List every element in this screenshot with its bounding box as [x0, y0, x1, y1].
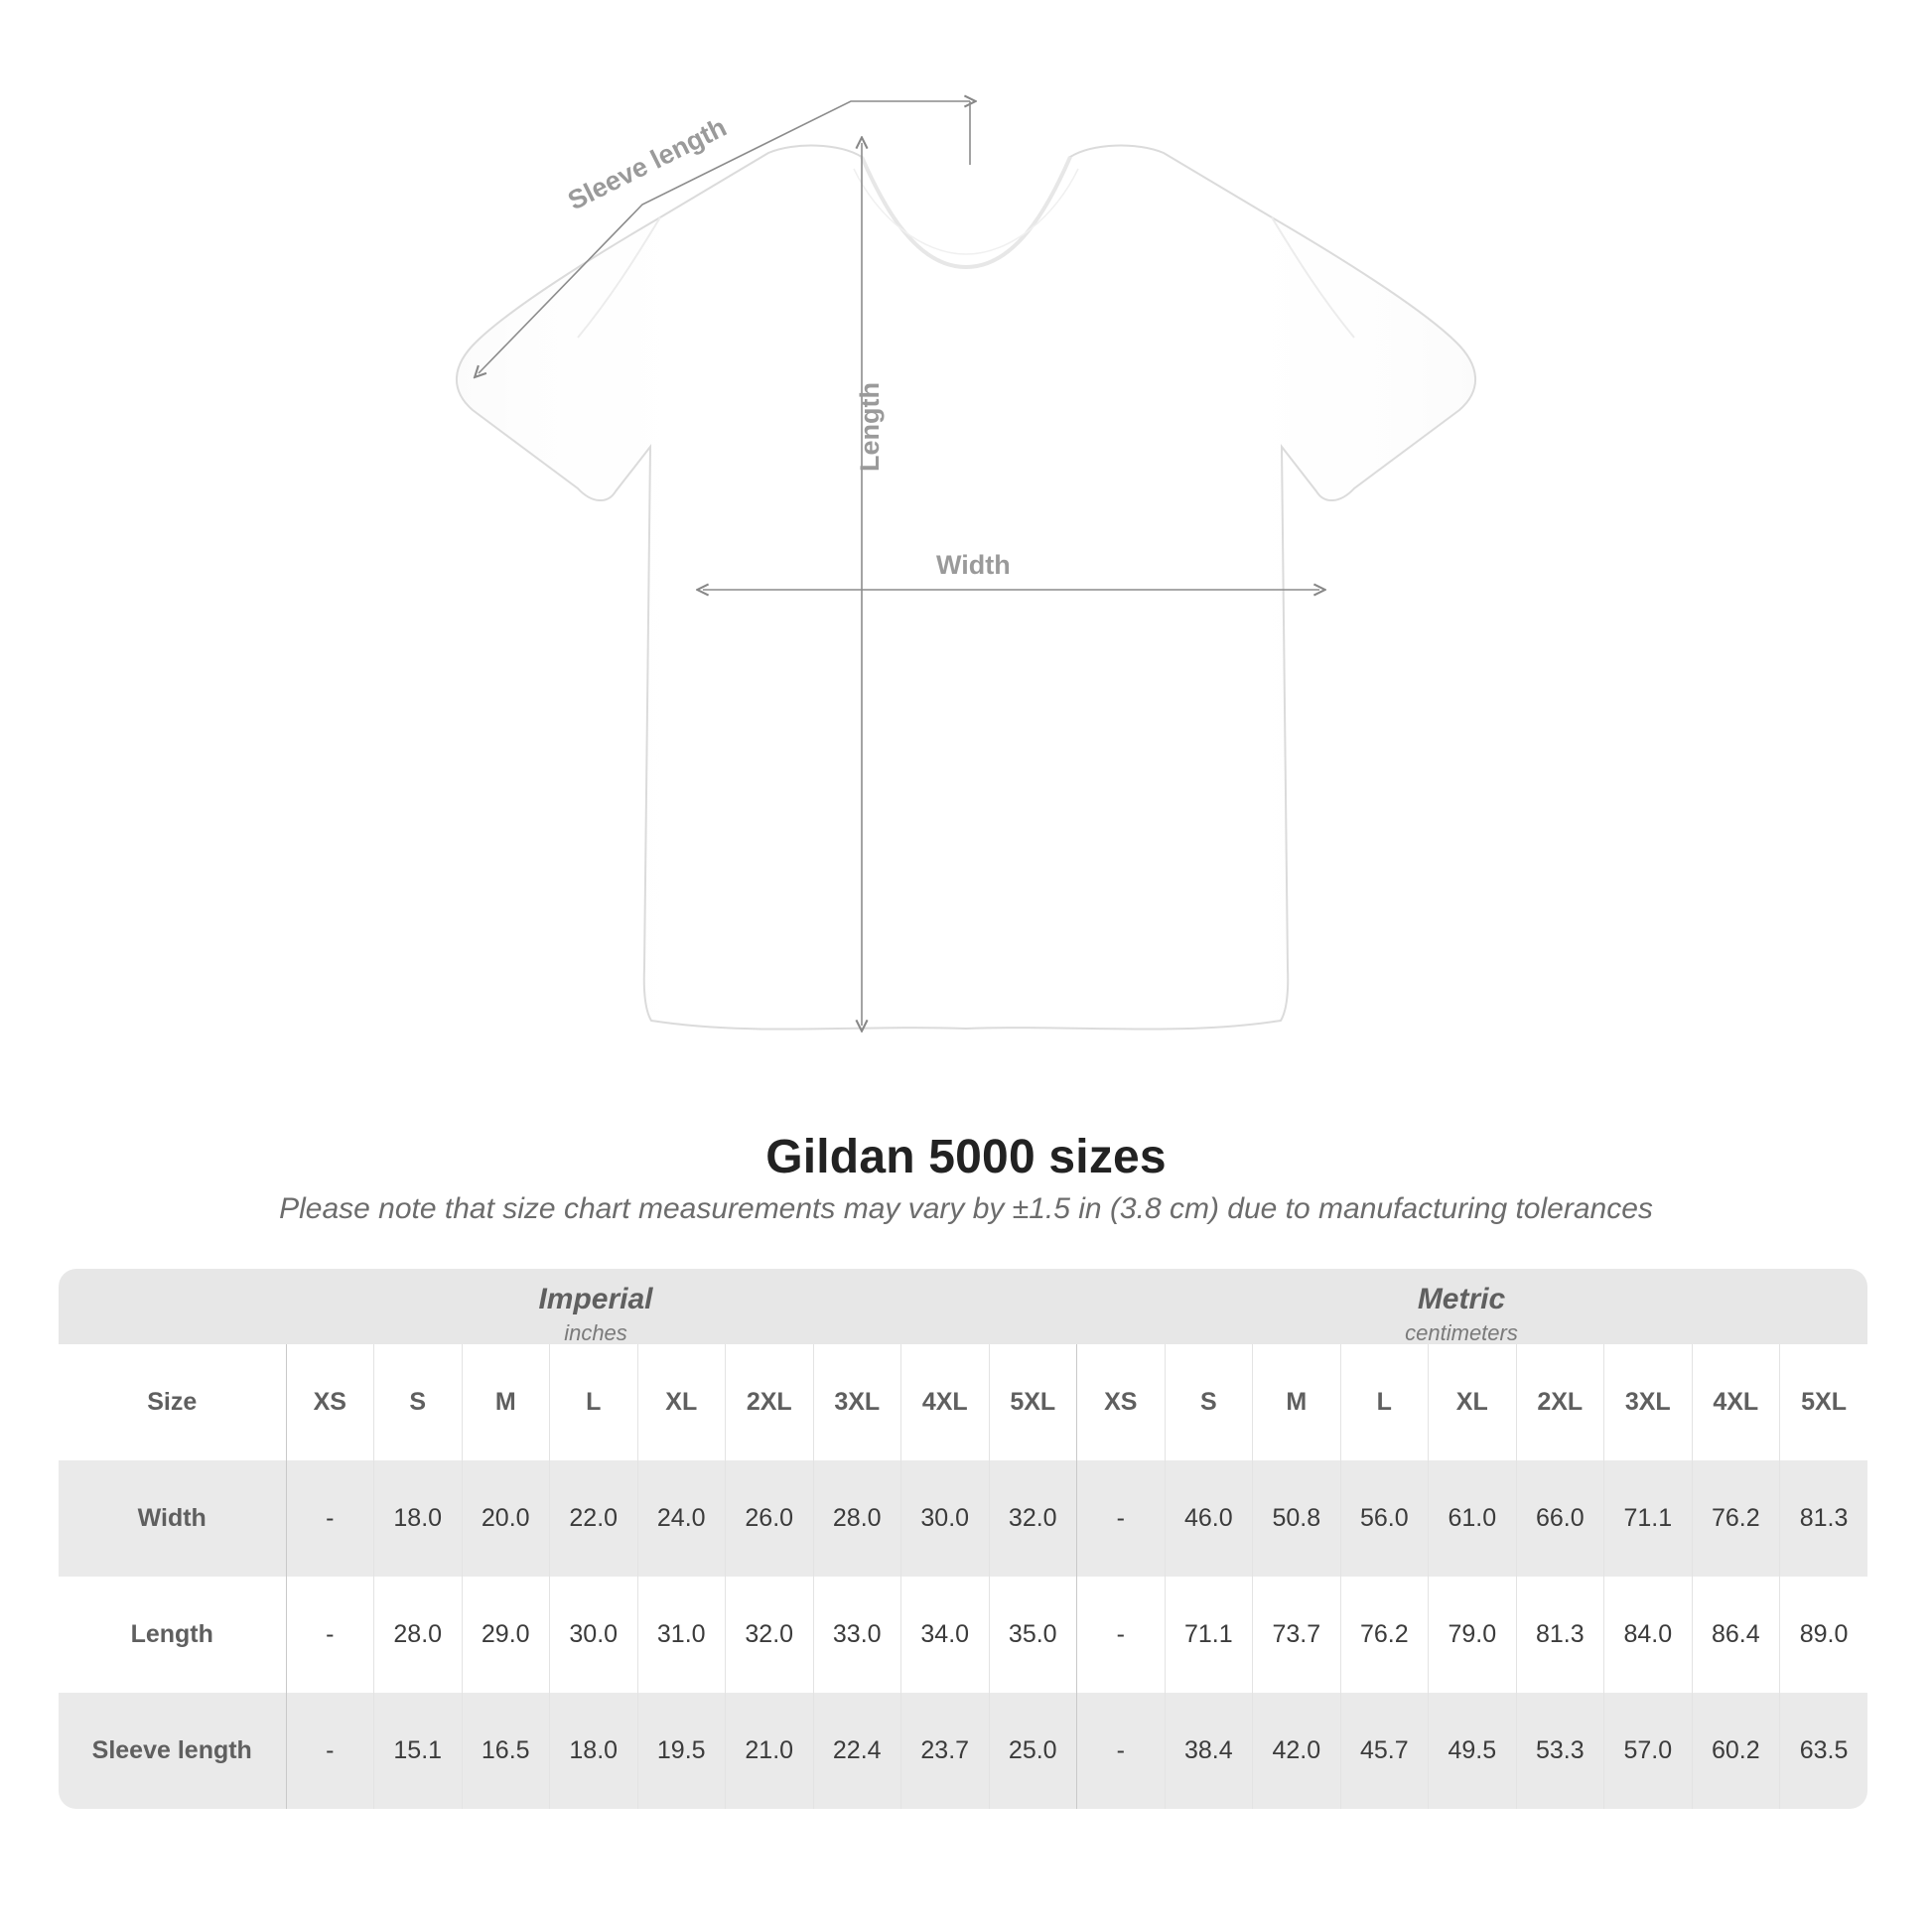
svg-text:Length: Length — [855, 382, 885, 472]
svg-text:Width: Width — [936, 550, 1011, 580]
